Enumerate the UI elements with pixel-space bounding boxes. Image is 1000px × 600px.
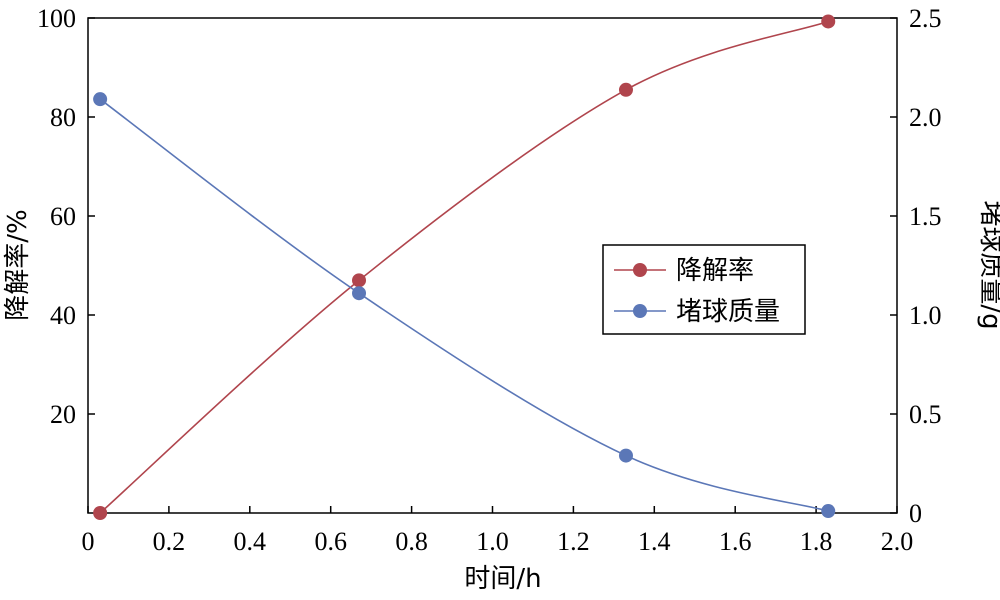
right-y-tick-label: 0: [909, 499, 922, 528]
left-y-axis-ticks: 20 40 60 80 100: [37, 4, 95, 429]
data-point: [618, 448, 633, 463]
series-line: [99, 20, 829, 514]
right-y-axis-title: 堵球质量/g: [976, 200, 1000, 329]
right-y-tick-label: 2.5: [909, 4, 942, 33]
data-point: [352, 273, 367, 288]
legend-marker-mass: [633, 304, 647, 318]
data-point: [618, 82, 633, 97]
left-y-axis-title: 降解率/%: [3, 209, 33, 320]
data-point: [93, 506, 108, 520]
series-line: [99, 98, 829, 512]
left-y-tick-label: 40: [50, 301, 76, 330]
x-tick-label: 0.4: [234, 527, 267, 556]
right-y-tick-label: 2.0: [909, 103, 942, 132]
legend-label-degradation: 降解率: [676, 256, 754, 286]
x-tick-label: 1.8: [800, 527, 833, 556]
legend-marker-degradation: [633, 263, 647, 277]
series-0: [93, 14, 836, 520]
x-axis-title: 时间/h: [464, 564, 541, 594]
legend: 降解率 堵球质量: [602, 244, 806, 335]
legend-label-mass: 堵球质量: [676, 297, 780, 327]
x-tick-label: 0.6: [314, 527, 347, 556]
data-point: [93, 92, 108, 107]
left-y-tick-label: 20: [50, 400, 76, 429]
x-tick-label: 1.2: [557, 527, 590, 556]
left-y-tick-label: 80: [50, 103, 76, 132]
x-axis-ticks: 0 0.2 0.4 0.6 0.8 1.0 1.2 1.4 1.6 1.8 2.0: [82, 506, 914, 556]
x-tick-label: 0: [82, 527, 95, 556]
left-y-tick-label: 60: [50, 202, 76, 231]
x-tick-label: 1.0: [476, 527, 509, 556]
x-tick-label: 1.6: [719, 527, 752, 556]
right-y-tick-label: 1.0: [909, 301, 942, 330]
right-y-tick-label: 1.5: [909, 202, 942, 231]
x-tick-label: 2.0: [881, 527, 914, 556]
right-y-axis-ticks: 0 0.5 1.0 1.5 2.0 2.5: [890, 4, 942, 528]
data-point: [821, 14, 836, 29]
series-layer: [93, 14, 836, 520]
right-y-tick-label: 0.5: [909, 400, 942, 429]
x-tick-label: 1.4: [638, 527, 671, 556]
data-point: [821, 504, 836, 519]
x-tick-label: 0.2: [153, 527, 186, 556]
x-tick-label: 0.8: [395, 527, 428, 556]
data-point: [352, 286, 367, 301]
series-1: [93, 92, 836, 519]
left-y-tick-label: 100: [37, 4, 76, 33]
legend-box: [602, 244, 806, 335]
